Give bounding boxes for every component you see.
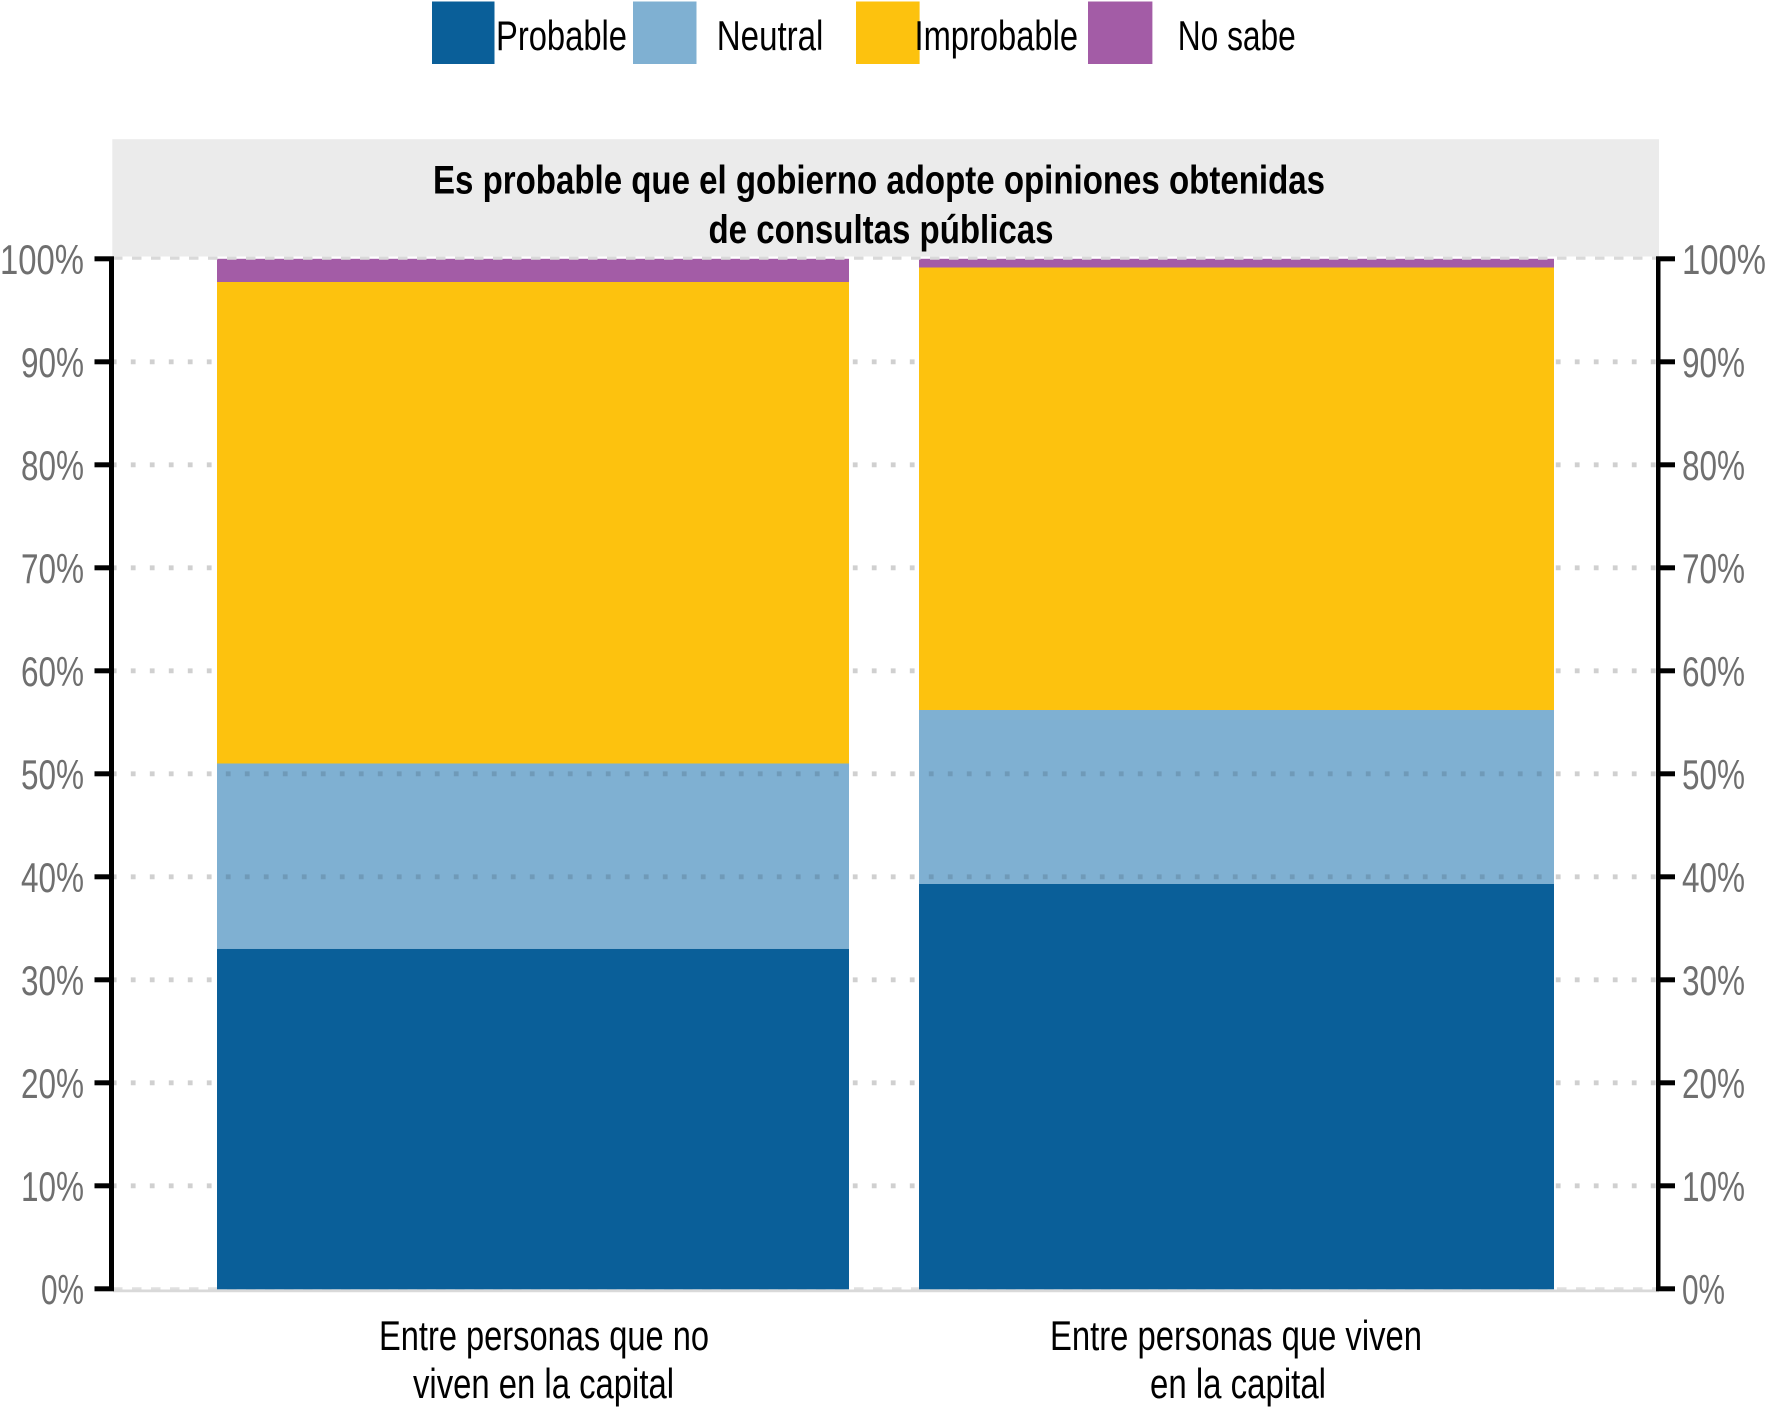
svg-text:80%: 80%: [1682, 442, 1745, 489]
svg-text:30%: 30%: [1682, 957, 1745, 1004]
svg-text:20%: 20%: [1682, 1060, 1745, 1107]
svg-text:40%: 40%: [1682, 854, 1745, 901]
svg-text:Probable: Probable: [496, 12, 627, 59]
svg-text:No sabe: No sabe: [1178, 12, 1296, 59]
svg-text:60%: 60%: [21, 648, 84, 695]
svg-text:80%: 80%: [21, 442, 84, 489]
svg-text:40%: 40%: [21, 854, 84, 901]
svg-text:70%: 70%: [21, 545, 84, 592]
svg-text:90%: 90%: [1682, 339, 1745, 386]
svg-text:90%: 90%: [21, 339, 84, 386]
svg-text:50%: 50%: [21, 751, 84, 798]
svg-text:100%: 100%: [0, 236, 84, 283]
svg-text:60%: 60%: [1682, 648, 1745, 695]
svg-text:Entre personas que viven: Entre personas que viven: [1050, 1312, 1422, 1359]
svg-text:30%: 30%: [21, 957, 84, 1004]
svg-text:de consultas públicas: de consultas públicas: [709, 208, 1054, 252]
svg-text:Es probable que el gobierno ad: Es probable que el gobierno adopte opini…: [433, 159, 1325, 203]
svg-text:Neutral: Neutral: [717, 12, 824, 59]
svg-text:Improbable: Improbable: [915, 12, 1079, 59]
svg-text:Entre personas que no: Entre personas que no: [379, 1312, 709, 1359]
svg-text:10%: 10%: [1682, 1163, 1745, 1210]
svg-text:0%: 0%: [1682, 1266, 1725, 1313]
svg-text:50%: 50%: [1682, 751, 1745, 798]
svg-text:100%: 100%: [1682, 236, 1766, 283]
svg-text:viven en la capital: viven en la capital: [413, 1360, 674, 1407]
svg-text:20%: 20%: [21, 1060, 84, 1107]
svg-text:en la capital: en la capital: [1150, 1360, 1326, 1407]
svg-text:70%: 70%: [1682, 545, 1745, 592]
svg-text:10%: 10%: [21, 1163, 84, 1210]
svg-text:0%: 0%: [41, 1266, 84, 1313]
